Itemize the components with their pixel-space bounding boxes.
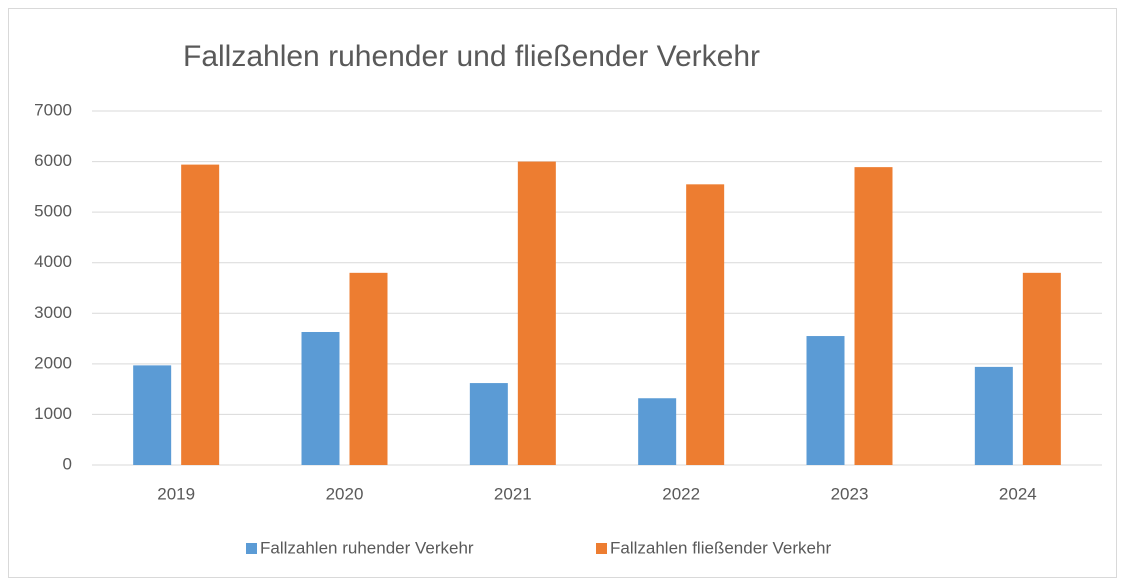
x-tick-label: 2019 xyxy=(157,484,195,503)
x-tick-label: 2021 xyxy=(494,484,532,503)
chart-title: Fallzahlen ruhender und fließender Verke… xyxy=(183,40,760,73)
x-tick-label: 2022 xyxy=(662,484,700,503)
bar xyxy=(181,164,220,465)
y-tick-label: 2000 xyxy=(34,353,72,372)
legend-label: Fallzahlen ruhender Verkehr xyxy=(260,538,474,557)
bar xyxy=(349,272,388,465)
y-tick-label: 0 xyxy=(63,454,72,473)
bar xyxy=(517,161,556,466)
legend-swatch xyxy=(596,543,607,554)
bar xyxy=(686,184,725,466)
bar xyxy=(974,366,1013,465)
bar xyxy=(1022,272,1061,465)
y-tick-label: 3000 xyxy=(34,303,72,322)
bar xyxy=(301,331,340,465)
bar xyxy=(806,336,845,465)
x-tick-label: 2023 xyxy=(831,484,869,503)
bar xyxy=(854,167,893,466)
legend-label: Fallzahlen fließender Verkehr xyxy=(610,538,831,557)
y-tick-label: 7000 xyxy=(34,100,72,119)
y-tick-label: 6000 xyxy=(34,151,72,170)
y-tick-label: 1000 xyxy=(34,404,72,423)
x-tick-label: 2024 xyxy=(999,484,1037,503)
y-tick-label: 5000 xyxy=(34,202,72,221)
bar xyxy=(469,383,508,465)
bar xyxy=(638,398,677,465)
legend-swatch xyxy=(246,543,257,554)
bar xyxy=(133,365,172,465)
x-tick-label: 2020 xyxy=(326,484,364,503)
y-tick-label: 4000 xyxy=(34,252,72,271)
